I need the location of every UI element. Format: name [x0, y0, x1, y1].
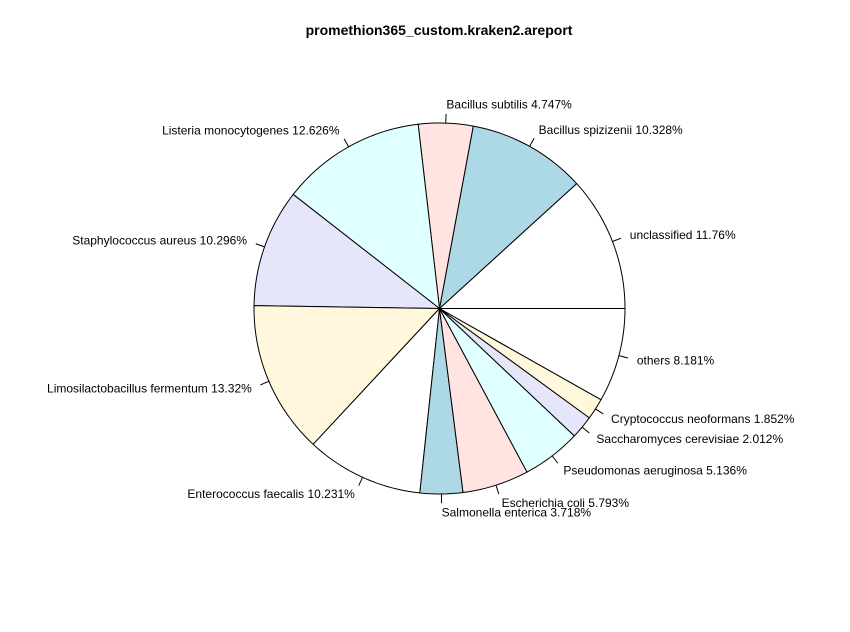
slice-label: Salmonella enterica 3.718% — [442, 506, 592, 520]
slice-label: unclassified 11.76% — [630, 228, 736, 242]
pie-slice — [253, 305, 441, 446]
chart-title: promethion365_custom.kraken2.areport — [306, 22, 573, 38]
slice-label: Enterococcus faecalis 10.231% — [187, 487, 355, 501]
leader-line — [260, 380, 270, 386]
pie-slices — [253, 122, 626, 495]
leader-lines — [255, 113, 629, 504]
slice-label: Escherichia coli 5.793% — [502, 496, 630, 510]
slice-label: Cryptococcus neoformans 1.852% — [611, 412, 795, 426]
slice-label: Saccharomyces cerevisiae 2.012% — [596, 432, 783, 446]
slice-label: Listeria monocytogenes 12.626% — [162, 124, 340, 138]
slice-labels: unclassified 11.76% Bacillus spizizenii 1… — [47, 98, 795, 520]
leader-line — [529, 138, 535, 147]
pie-slice — [437, 308, 626, 401]
pie-slice — [438, 125, 578, 310]
pie-slice — [312, 307, 441, 494]
leader-line — [595, 408, 604, 415]
slice-label: Limosilactobacillus fermentum 13.32% — [47, 382, 252, 396]
leader-line — [495, 485, 500, 495]
leader-line — [358, 477, 364, 486]
leader-line — [618, 355, 629, 359]
slice-label: Staphylococcus aureus 10.296% — [72, 234, 247, 248]
leader-line — [255, 243, 265, 248]
slice-label: Bacillus subtilis 4.747% — [446, 98, 572, 112]
slice-label: Pseudomonas aeruginosa 5.136% — [563, 464, 747, 478]
pie-slice — [253, 193, 441, 310]
pie-slice — [439, 308, 591, 437]
slice-label: others 8.181% — [637, 353, 715, 367]
pie-slice — [439, 308, 576, 473]
leader-line — [612, 237, 622, 242]
leader-line — [343, 138, 350, 148]
slice-label: Bacillus spizizenii 10.328% — [539, 123, 683, 137]
leader-line — [581, 426, 590, 434]
leader-line — [551, 455, 559, 464]
